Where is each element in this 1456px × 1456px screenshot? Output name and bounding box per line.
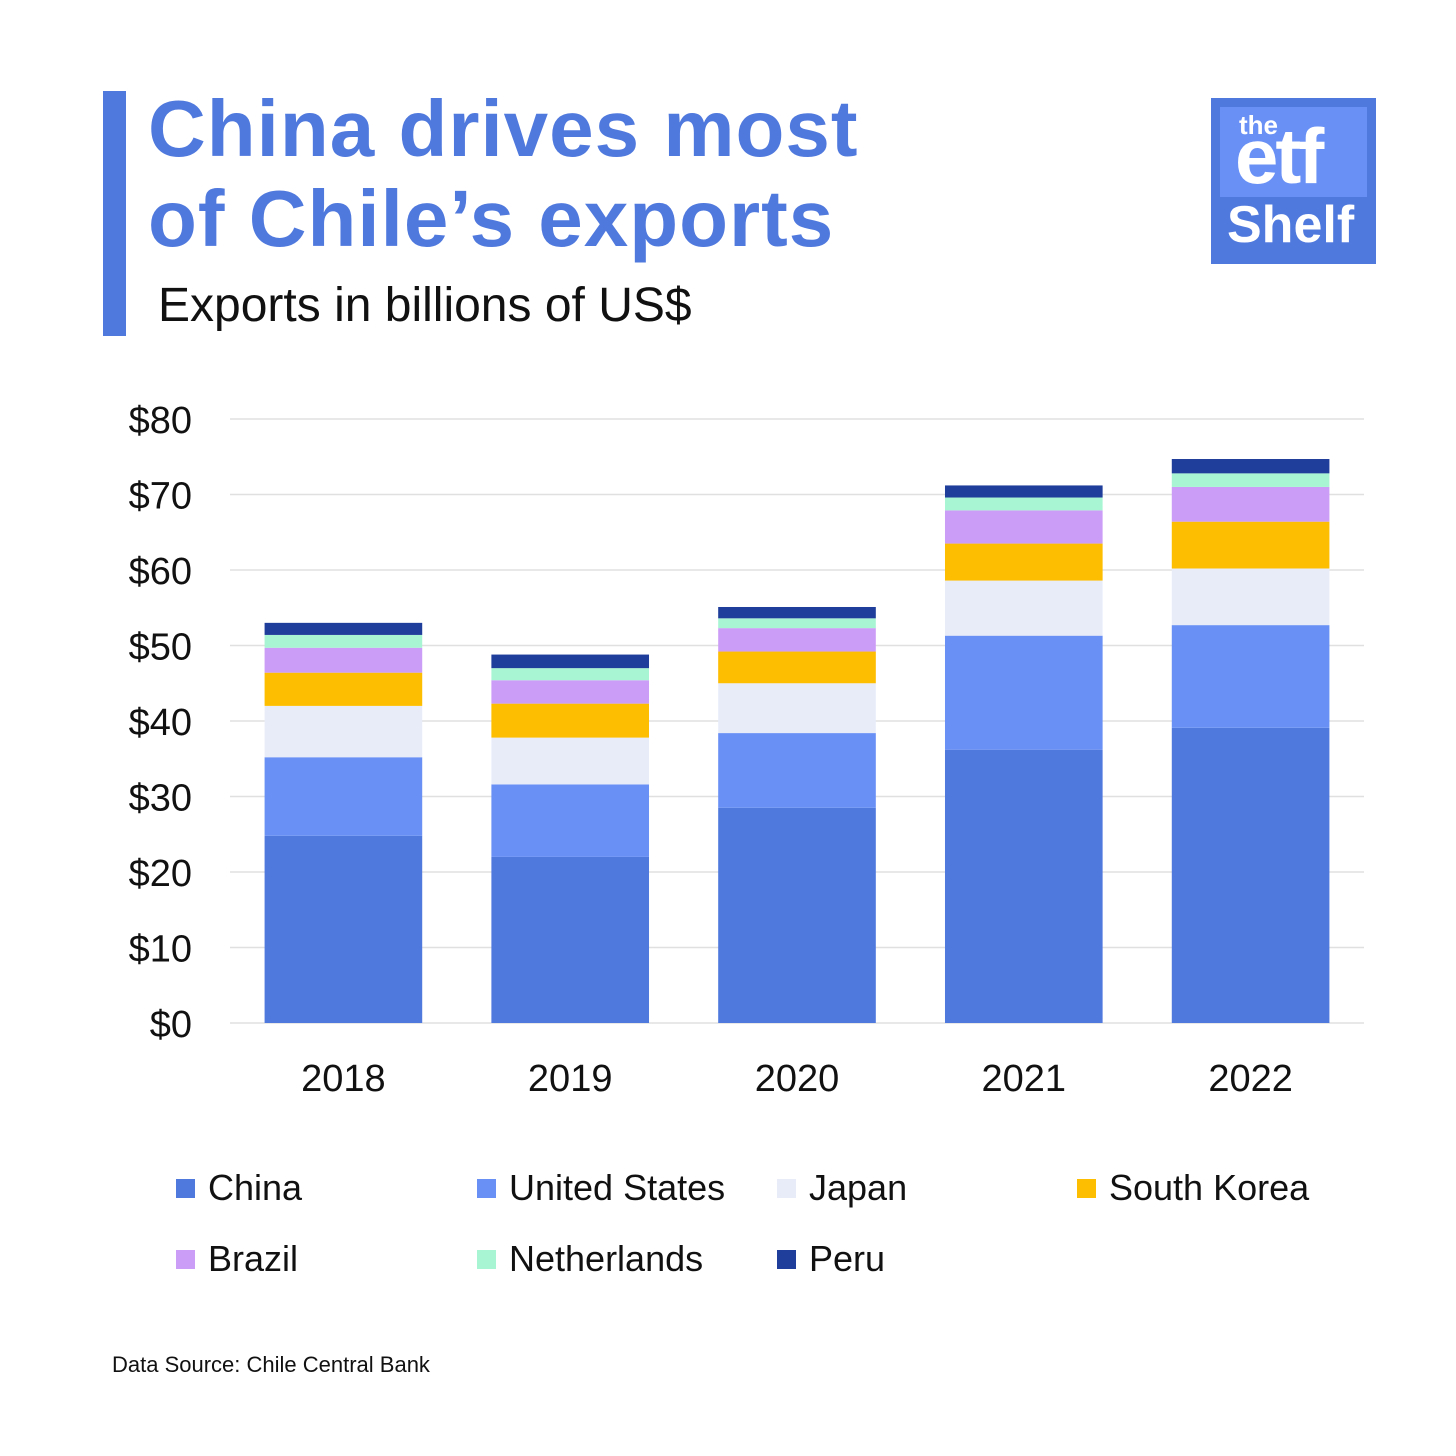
logo-text-shelf: Shelf [1227, 196, 1355, 254]
y-tick-label: $50 [129, 627, 192, 669]
bar-segment-peru-2019 [491, 654, 650, 669]
bar-segment-brazil-2019 [491, 680, 650, 704]
bar-segment-netherlands-2019 [491, 668, 650, 681]
x-tick-label: 2022 [1208, 1058, 1293, 1100]
bar-segment-brazil-2021 [944, 510, 1103, 544]
y-axis-tick-labels: $0 $10 $20 $30 $40 $50 $60 $70 $80 [129, 400, 192, 1046]
bar-segment-brazil-2018 [264, 647, 423, 673]
bar-segment-brazil-2022 [1171, 486, 1330, 522]
bar-segment-brazil-2020 [718, 628, 876, 652]
x-tick-label: 2020 [755, 1058, 840, 1100]
chart-title-line-1: China drives most [148, 84, 859, 173]
x-axis-tick-labels: 2018 2019 2020 2021 2022 [301, 1058, 1293, 1100]
logo-text-the: the [1239, 110, 1278, 140]
bars [264, 459, 1330, 1023]
bar-segment-peru-2020 [718, 606, 876, 619]
bar-segment-south-korea-2018 [264, 672, 423, 706]
chart-subtitle: Exports in billions of US$ [158, 279, 692, 332]
y-tick-label: $20 [129, 853, 192, 895]
bar-segment-united-states-2022 [1171, 625, 1330, 728]
y-tick-label: $80 [129, 400, 192, 442]
y-tick-label: $30 [129, 778, 192, 820]
y-tick-label: $60 [129, 551, 192, 593]
bar-segment-china-2019 [491, 856, 650, 1023]
bar-segment-china-2020 [718, 807, 876, 1023]
bar-segment-south-korea-2020 [718, 651, 876, 684]
bar-segment-japan-2020 [718, 683, 876, 734]
data-source-note: Data Source: Chile Central Bank [112, 1352, 430, 1377]
x-tick-label: 2021 [982, 1058, 1067, 1100]
y-tick-label: $0 [150, 1004, 192, 1046]
y-tick-label: $70 [129, 476, 192, 518]
bar-segment-united-states-2021 [944, 635, 1103, 750]
bar-segment-south-korea-2022 [1171, 521, 1330, 569]
etf-shelf-logo: the etf Shelf [1211, 98, 1376, 264]
bar-segment-united-states-2018 [264, 757, 423, 836]
y-tick-label: $40 [129, 702, 192, 744]
bar-segment-japan-2018 [264, 705, 423, 758]
bar-segment-south-korea-2019 [491, 703, 650, 738]
chart-title-line-2: of Chile’s exports [148, 174, 835, 263]
bar-segment-japan-2022 [1171, 568, 1330, 626]
bar-segment-united-states-2019 [491, 784, 650, 857]
logo-text-etf: etf [1235, 112, 1324, 200]
bar-segment-peru-2018 [264, 622, 423, 635]
x-tick-label: 2019 [528, 1058, 613, 1100]
bar-segment-china-2021 [944, 749, 1103, 1023]
logo-lower-band [1220, 197, 1367, 255]
y-tick-label: $10 [129, 929, 192, 971]
bar-segment-united-states-2020 [718, 733, 876, 808]
chart-title: China drives most of Chile’s exports [148, 84, 859, 264]
bar-segment-south-korea-2021 [944, 543, 1103, 581]
x-tick-label: 2018 [301, 1058, 386, 1100]
bar-segment-netherlands-2022 [1171, 473, 1330, 487]
bar-segment-peru-2022 [1171, 459, 1330, 474]
bar-segment-netherlands-2020 [718, 618, 876, 629]
bar-segment-china-2022 [1171, 727, 1330, 1023]
bar-segment-china-2018 [264, 835, 423, 1023]
bar-segment-japan-2021 [944, 580, 1103, 636]
bar-segment-peru-2021 [944, 485, 1103, 498]
bar-segment-netherlands-2021 [944, 497, 1103, 511]
bar-segment-japan-2019 [491, 737, 650, 785]
title-accent-bar [103, 91, 126, 336]
bar-segment-netherlands-2018 [264, 634, 423, 648]
